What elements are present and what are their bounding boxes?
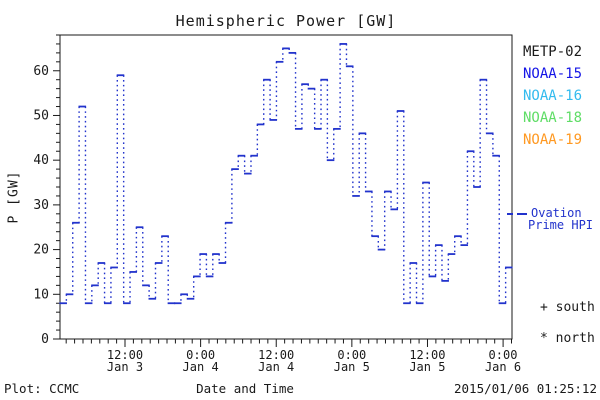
legend-item-metp02: METP-02 bbox=[523, 44, 583, 60]
legend-item-noaa15: NOAA-15 bbox=[523, 66, 583, 82]
y-tick-label: 40 bbox=[33, 153, 49, 168]
ovation-line-sample bbox=[507, 212, 513, 215]
legend-item-noaa19: NOAA-19 bbox=[523, 132, 583, 148]
x-tick-label: 12:00 bbox=[409, 348, 445, 362]
x-axis-label: Date and Time bbox=[196, 381, 294, 396]
ovation-line-sample bbox=[517, 212, 527, 215]
model-legend-label1: Ovation bbox=[531, 206, 582, 220]
plus-icon: + bbox=[540, 300, 548, 315]
legend-north-marker: * north bbox=[540, 331, 595, 346]
y-tick-label: 20 bbox=[33, 243, 49, 258]
x-tick-label: Jan 5 bbox=[409, 360, 445, 374]
legend-south-marker: + south bbox=[540, 300, 595, 315]
x-tick-label: Jan 3 bbox=[107, 360, 143, 374]
hpi-step-curve bbox=[59, 43, 513, 305]
chart-title: Hemispheric Power [GW] bbox=[175, 12, 397, 30]
model-legend: Ovation Prime HPI bbox=[507, 207, 593, 231]
legend-item-noaa16: NOAA-16 bbox=[523, 88, 583, 104]
x-tick-label: Jan 6 bbox=[485, 360, 521, 374]
y-tick-label: 10 bbox=[33, 287, 49, 302]
y-tick-label: 60 bbox=[33, 64, 49, 79]
x-tick-label: 12:00 bbox=[107, 348, 143, 362]
x-tick-label: Jan 4 bbox=[183, 360, 219, 374]
south-label: south bbox=[555, 300, 595, 315]
north-label: north bbox=[555, 331, 595, 346]
plot-box bbox=[59, 34, 513, 340]
x-tick-label: 0:00 bbox=[186, 348, 215, 362]
y-axis-ticks: 0 10 20 30 40 50 60 bbox=[33, 34, 60, 347]
legend-item-noaa18: NOAA-18 bbox=[523, 110, 583, 126]
y-tick-label: 50 bbox=[33, 108, 49, 123]
satellite-legend: METP-02 NOAA-15 NOAA-16 NOAA-18 NOAA-19 bbox=[523, 41, 582, 151]
x-tick-label: 0:00 bbox=[337, 348, 366, 362]
plot-credit: Plot: CCMC bbox=[4, 381, 80, 396]
asterisk-icon: * bbox=[540, 331, 548, 346]
model-legend-line1: Ovation bbox=[507, 207, 593, 219]
x-tick-label: Jan 4 bbox=[258, 360, 294, 374]
y-tick-label: 0 bbox=[41, 332, 49, 347]
timestamp: 2015/01/06 01:25:12 bbox=[454, 381, 597, 396]
y-tick-label: 30 bbox=[33, 198, 49, 213]
model-legend-line2: Prime HPI bbox=[528, 218, 594, 232]
x-tick-label: 12:00 bbox=[258, 348, 294, 362]
x-tick-label: 0:00 bbox=[489, 348, 518, 362]
x-tick-label: Jan 5 bbox=[334, 360, 370, 374]
